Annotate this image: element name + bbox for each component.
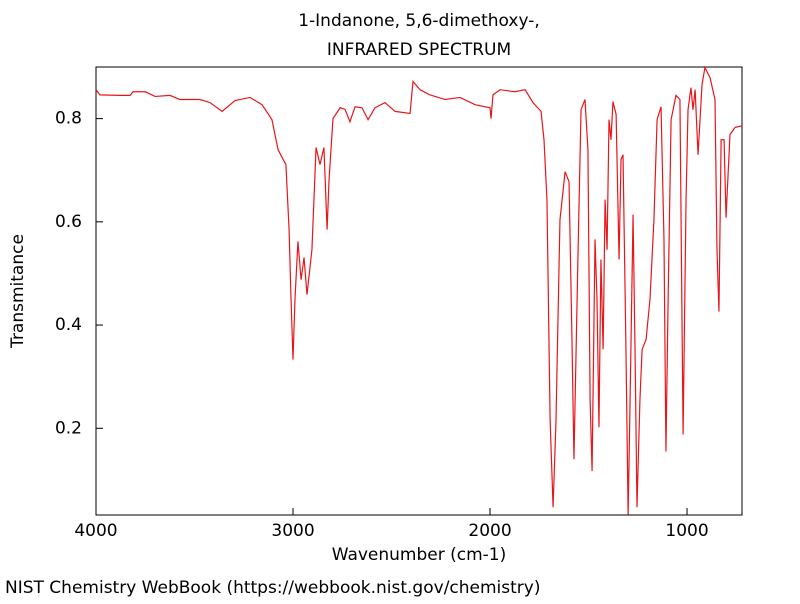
chart-subtitle: INFRARED SPECTRUM [327,40,511,60]
y-tick-label: 0.6 [55,212,82,232]
footer: NIST Chemistry WebBook (https://webbook.… [5,578,540,598]
y-tick-label: 0.2 [55,418,82,438]
chart-title: 1-Indanone, 5,6-dimethoxy-, [298,11,540,31]
y-tick-label: 0.4 [55,315,82,335]
spectrum-line [95,65,743,515]
x-tick-label: 2000 [468,521,511,541]
x-tick-label: 4000 [74,521,117,541]
x-tick-label: 1000 [665,521,708,541]
x-axis-label: Wavenumber (cm-1) [332,545,507,565]
x-tick-label: 3000 [271,521,314,541]
plot-frame [95,66,743,516]
y-tick-label: 0.8 [55,109,82,129]
y-axis-label: Transmitance [8,234,28,349]
